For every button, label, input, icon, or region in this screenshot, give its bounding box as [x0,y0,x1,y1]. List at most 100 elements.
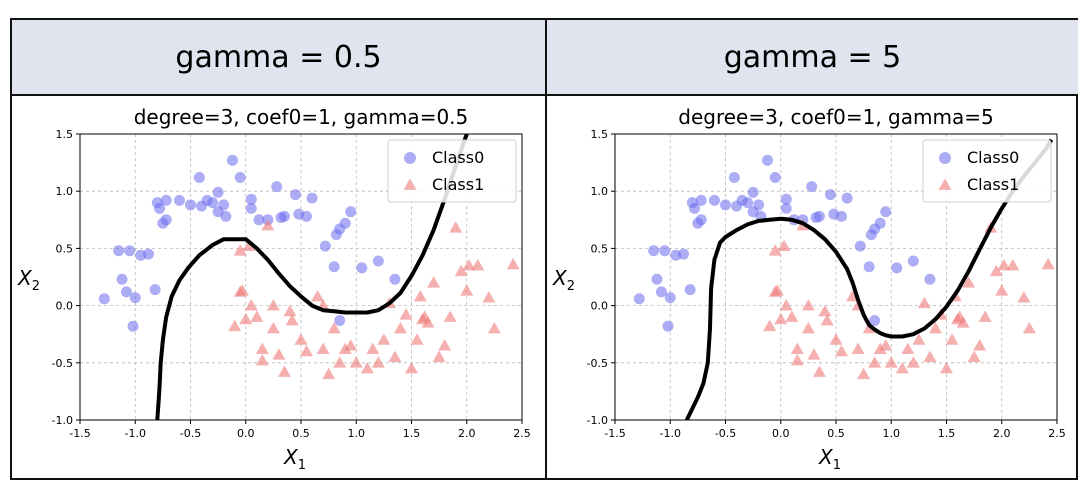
class1-point [774,312,788,325]
x-tick-label: -1.0 [660,427,681,440]
class1-point [917,296,931,309]
class1-point [777,239,791,251]
class1-point [962,276,976,288]
class1-point [1041,257,1055,270]
class1-point [462,259,476,271]
class0-point [319,240,331,252]
y-axis-label: X2 [17,266,40,294]
legend-marker-class1 [403,178,417,190]
class0-point [334,314,346,326]
x-tick-label: 1.5 [403,427,421,440]
class1-point [261,219,275,231]
class1-point [1017,291,1031,303]
class0-point [356,262,368,274]
class1-point [851,342,865,354]
class0-point [655,286,667,298]
class0-point [924,273,936,285]
x-tick-label: -1.5 [69,427,90,440]
series-class0 [633,154,936,332]
class1-point [316,342,330,354]
column-header: gamma = 5 [547,20,1078,96]
class1-point [967,350,981,362]
class1-point [388,350,402,362]
class1-point [873,342,887,354]
class0-point [234,171,246,183]
x-tick-label: -0.5 [180,427,201,440]
class0-point [747,186,759,198]
class1-point [393,321,407,334]
class0-point [160,194,172,206]
class0-point [149,284,161,296]
class1-point [973,339,987,351]
class0-point [196,200,208,212]
y-axis-label-sub: 2 [32,279,40,294]
y-tick-label: 0.5 [591,242,609,255]
class1-point [449,221,463,233]
class0-point [869,314,881,326]
class1-point [244,299,258,311]
class1-point [432,350,446,362]
class1-point [997,259,1011,271]
class0-point [113,245,125,257]
class0-point [372,255,384,267]
class1-point [311,289,325,302]
class1-point [338,342,352,354]
class1-point [360,362,374,374]
class1-point [895,362,909,374]
class1-point [410,333,424,345]
x-tick-label: 1.5 [938,427,956,440]
x-tick-label: 2.0 [993,427,1011,440]
class1-point [413,289,427,302]
class1-point [506,257,520,270]
class1-point [438,339,452,351]
class1-point [322,367,336,380]
class0-point [207,197,219,209]
svm-decision-boundary-chart: degree=3, coef0=1, gamma=5-1.5 -1.0 -0.5 0.… [552,105,1066,473]
class1-point [454,264,468,277]
class1-point [901,342,915,354]
x-axis-label-sub: 1 [298,458,306,473]
class1-point [807,348,821,360]
class1-point [862,321,876,334]
class0-point [339,217,351,229]
class0-point [824,189,836,201]
class0-point [728,171,740,183]
class0-point [289,189,301,201]
class1-point [801,299,815,311]
class0-point [193,171,205,183]
class0-point [328,261,340,273]
class1-point [471,259,485,271]
class1-point [235,284,249,296]
plot-area [98,134,520,420]
class0-point [212,186,224,198]
class0-point [218,199,230,211]
class0-point [116,273,128,285]
class0-point [662,320,674,332]
class1-point [300,344,314,357]
class0-point [813,210,825,222]
x-tick-label: -0.5 [715,427,736,440]
plot-area [633,138,1055,420]
class0-point [689,202,701,214]
class1-point [333,356,347,368]
legend-marker-class0 [404,152,416,164]
class0-point [220,210,232,222]
class1-point [255,354,269,366]
class1-point [835,344,849,357]
x-tick-label: 2.5 [513,427,531,440]
class1-point [785,310,799,322]
class1-point [790,342,804,354]
y-axis-label: X2 [552,266,575,294]
class0-point [708,194,720,206]
class0-point [880,206,892,218]
class0-point [731,200,743,212]
class1-point [906,356,920,368]
class0-point [301,210,313,222]
class0-point [157,217,169,229]
class1-point [349,356,363,368]
class0-point [769,171,781,183]
class1-point [255,342,269,354]
class0-point [129,292,141,304]
class1-point [371,356,385,368]
class1-point [818,304,832,317]
